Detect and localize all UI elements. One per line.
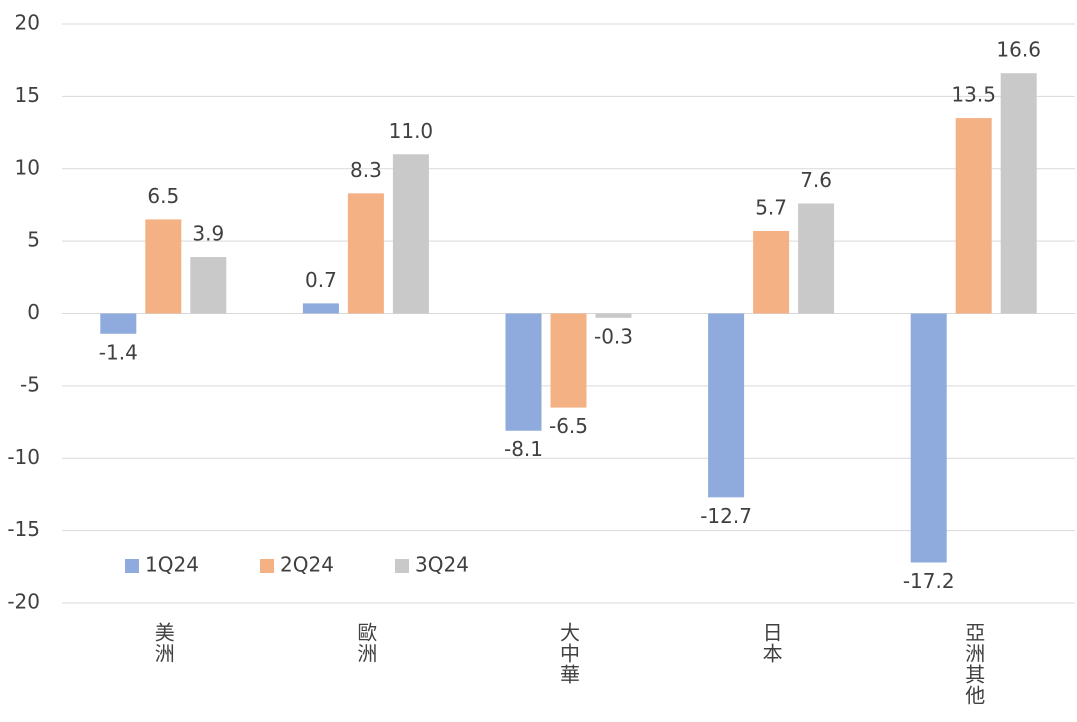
data-label: -1.4 [99,340,138,364]
bar [955,118,992,314]
y-tick-label: 10 [15,155,40,179]
data-label: -17.2 [903,569,955,593]
bar [595,313,632,318]
bar [910,313,947,563]
bar [347,193,384,314]
x-tick-label: 亞洲其他 [962,622,986,706]
bar [145,219,182,314]
bar [190,257,227,314]
bar [302,303,339,314]
x-tick-label: 大中華 [557,622,581,685]
y-tick-label: -5 [20,372,40,396]
legend-label: 3Q24 [415,553,469,577]
data-label: -8.1 [504,437,543,461]
y-tick-label: -20 [7,590,40,614]
y-tick-label: -15 [7,517,40,541]
y-tick-label: 15 [15,83,40,107]
bar [753,230,790,314]
bar [708,313,745,498]
data-label: 13.5 [951,83,996,107]
data-label: 0.7 [305,268,337,292]
bar [100,313,137,334]
legend-swatch [125,559,139,573]
data-label: 8.3 [350,158,382,182]
y-tick-label: -10 [7,445,40,469]
y-tick-label: 0 [27,300,40,324]
data-label: 7.6 [800,168,832,192]
data-label: 11.0 [389,119,434,143]
x-tick-label: 日本 [759,622,783,664]
data-label: -0.3 [594,324,633,348]
bar [550,313,587,408]
data-label: 5.7 [755,195,787,219]
x-tick-label: 歐洲 [354,622,378,664]
legend-swatch [260,559,274,573]
bar [392,154,429,314]
bar [505,313,542,431]
y-tick-label: 20 [15,11,40,35]
legend-swatch [395,559,409,573]
data-label: 3.9 [192,222,224,246]
x-tick-label: 美洲 [151,622,175,664]
y-tick-label: 5 [27,228,40,252]
data-label: 16.6 [996,38,1041,62]
bar [798,203,835,314]
legend-label: 2Q24 [280,553,334,577]
data-label: 6.5 [147,184,179,208]
legend-label: 1Q24 [145,553,199,577]
data-label: -6.5 [549,414,588,438]
bar [1000,73,1037,314]
data-label: -12.7 [700,504,752,528]
